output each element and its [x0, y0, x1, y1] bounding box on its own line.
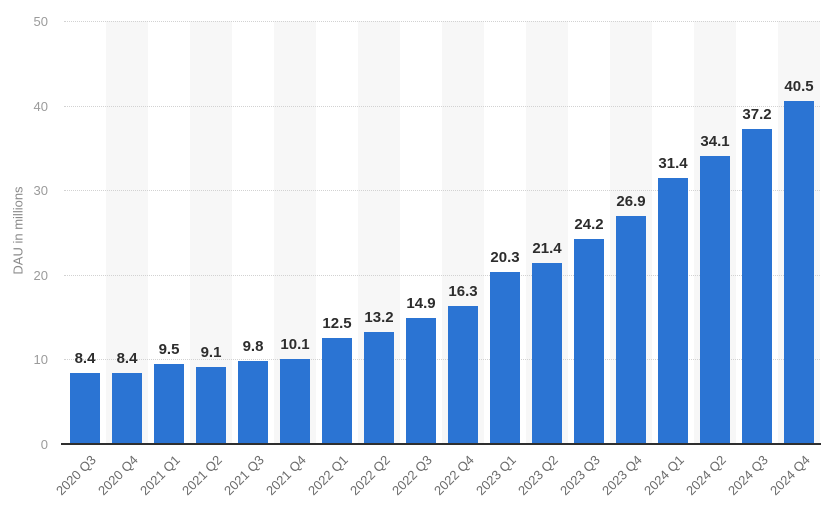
bar-2022-q1[interactable] [322, 338, 352, 444]
value-label-2022-q2: 13.2 [364, 309, 394, 327]
bar-2024-q4[interactable] [784, 101, 814, 444]
bar-2024-q1[interactable] [658, 178, 688, 444]
bar-2023-q3[interactable] [574, 239, 604, 444]
gridline-10 [64, 359, 820, 361]
gridline-50 [64, 21, 820, 22]
y-tick-label-40: 40 [33, 98, 48, 114]
value-label-2024-q1: 31.4 [658, 155, 688, 173]
x-tick-label-2021-q3: 2021 Q3 [221, 452, 267, 499]
value-label-2022-q3: 14.9 [406, 294, 436, 312]
bar-2022-q3[interactable] [406, 317, 436, 444]
y-tick-label-0: 0 [40, 437, 48, 452]
x-tick-label-2024-q3: 2024 Q3 [725, 452, 771, 499]
x-tick-label-2020-q3: 2020 Q3 [53, 452, 99, 499]
value-label-2021-q2: 9.1 [200, 344, 222, 362]
x-tick-label-2022-q4: 2022 Q4 [431, 452, 477, 499]
bar-2023-q4[interactable] [616, 216, 646, 444]
bar-2023-q2[interactable] [532, 262, 562, 444]
plot-area: 8.4 8.4 9.5 9.1 9.8 10.1 12.5 13.2 14.9 16.3 20.3 2… [64, 21, 820, 444]
value-label-2020-q4: 8.4 [116, 349, 138, 367]
x-axis-line [61, 443, 821, 445]
value-label-2023-q3: 24.2 [574, 216, 604, 234]
x-tick-label-2022-q1: 2022 Q1 [305, 452, 351, 499]
x-tick-label-2024-q1: 2024 Q1 [641, 452, 687, 499]
value-label-2023-q2: 21.4 [532, 239, 562, 257]
y-tick-label-50: 50 [33, 14, 48, 29]
x-tick-label-2024-q2: 2024 Q2 [683, 452, 729, 499]
bar-2021-q2[interactable] [196, 367, 226, 444]
bar-2024-q3[interactable] [742, 129, 772, 444]
gridline-40 [64, 105, 820, 107]
value-label-2024-q4: 40.5 [784, 78, 814, 96]
y-tick-label-10: 10 [33, 352, 48, 368]
x-tick-label-2022-q2: 2022 Q2 [347, 452, 393, 499]
bar-2022-q2[interactable] [364, 332, 394, 444]
value-label-2020-q3: 8.4 [74, 349, 96, 367]
x-tick-label-2023-q1: 2023 Q1 [473, 452, 519, 499]
x-tick-label-2021-q1: 2021 Q1 [137, 452, 183, 499]
bar-2022-q4[interactable] [448, 306, 478, 444]
x-tick-label-2021-q2: 2021 Q2 [179, 452, 225, 499]
value-label-2021-q4: 10.1 [280, 335, 310, 353]
x-tick-label-2021-q4: 2021 Q4 [263, 452, 309, 499]
x-tick-label-2020-q4: 2020 Q4 [95, 452, 141, 499]
bar-2023-q1[interactable] [490, 272, 520, 444]
x-tick-label-2022-q3: 2022 Q3 [389, 452, 435, 499]
bar-2020-q4[interactable] [112, 372, 142, 444]
value-label-2023-q4: 26.9 [616, 193, 646, 211]
gridline-30 [64, 190, 820, 192]
y-tick-label-30: 30 [33, 183, 48, 199]
bar-2021-q4[interactable] [280, 358, 310, 444]
y-tick-label-20: 20 [33, 267, 48, 283]
x-tick-label-2023-q2: 2023 Q2 [515, 452, 561, 499]
value-label-2023-q1: 20.3 [490, 249, 520, 267]
x-tick-label-2023-q3: 2023 Q3 [557, 452, 603, 499]
value-label-2024-q3: 37.2 [742, 106, 772, 124]
value-label-2021-q3: 9.8 [242, 338, 264, 356]
bar-2020-q3[interactable] [70, 372, 100, 444]
gridline-20 [64, 274, 820, 276]
value-label-2022-q4: 16.3 [448, 283, 478, 301]
bar-2024-q2[interactable] [700, 155, 730, 444]
value-label-2021-q1: 9.5 [158, 340, 180, 358]
bar-2021-q3[interactable] [238, 361, 268, 444]
value-label-2022-q1: 12.5 [322, 315, 352, 333]
x-tick-label-2024-q4: 2024 Q4 [767, 452, 813, 499]
x-tick-label-2023-q4: 2023 Q4 [599, 452, 645, 499]
value-label-2024-q2: 34.1 [700, 132, 730, 150]
bar-2021-q1[interactable] [154, 363, 184, 444]
